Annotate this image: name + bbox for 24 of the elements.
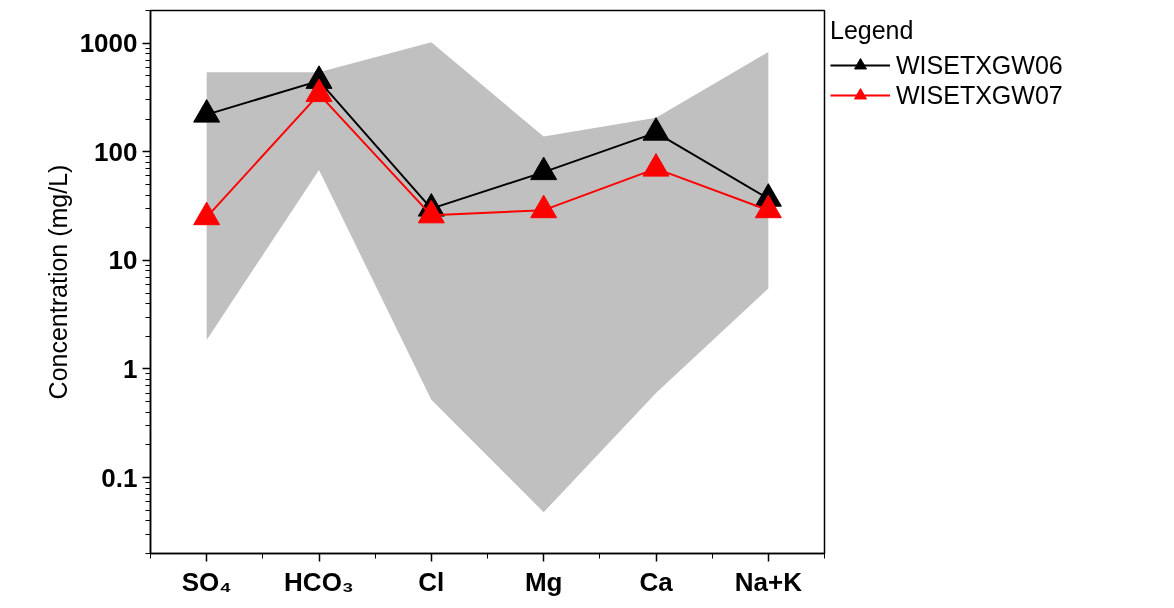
legend-title: Legend: [830, 16, 915, 45]
point: [754, 194, 782, 219]
x-tick-label: Ca: [639, 566, 674, 597]
x-tick-label: SO₄: [181, 566, 232, 597]
y-axis-title: Concentration (mg/L): [43, 164, 72, 400]
x-tick-label: Cl: [418, 566, 445, 597]
legend-label: WISETXGW06: [896, 50, 1063, 80]
y-tick-label: 0.1: [101, 462, 138, 493]
point: [642, 153, 670, 177]
point: [305, 78, 333, 103]
y-tick-label: 1: [123, 353, 138, 384]
point: [193, 201, 221, 226]
point: [417, 199, 445, 224]
y-tick-label: 100: [94, 136, 138, 167]
point: [530, 194, 558, 219]
legend-label: WISETXGW07: [896, 80, 1063, 110]
x-tick-label: Mg: [524, 566, 563, 597]
point: [193, 99, 221, 123]
point: [530, 156, 558, 181]
y-tick-label: 1000: [79, 28, 138, 59]
x-tick-label: Na+K: [734, 566, 803, 597]
y-tick-label: 10: [108, 245, 138, 276]
point: [642, 117, 670, 141]
x-tick-label: HCO₃: [284, 566, 354, 597]
